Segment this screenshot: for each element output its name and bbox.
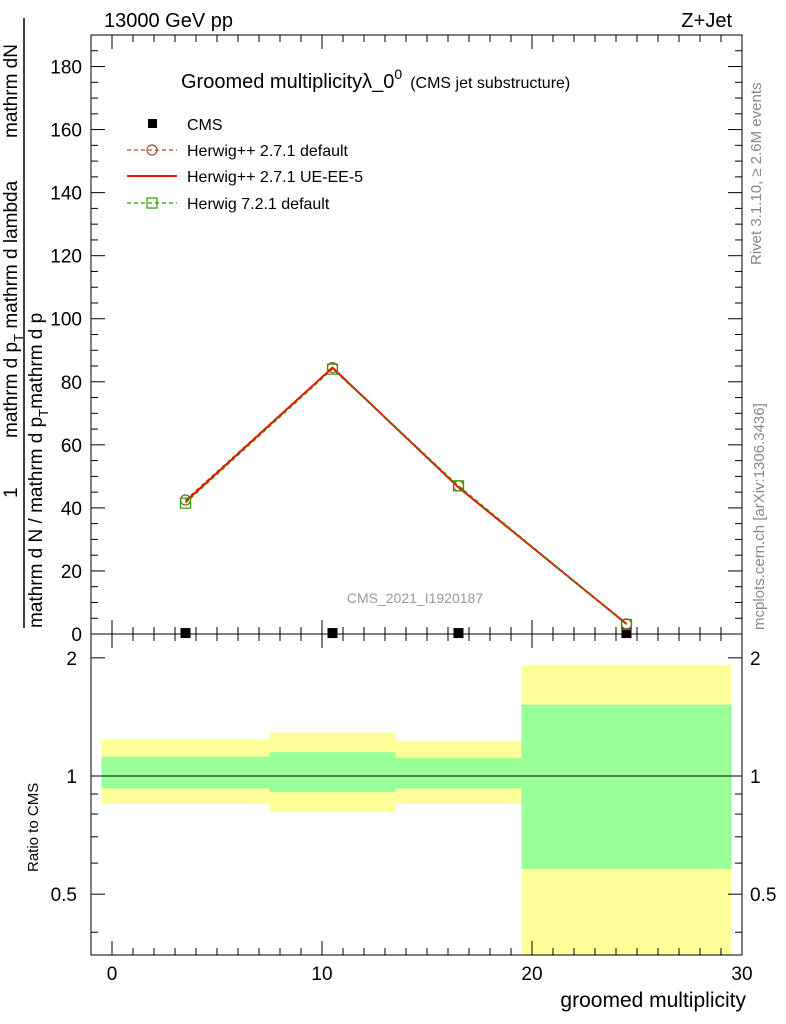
ratio-y-tick-label-right: 2 [750, 649, 761, 670]
x-tick-label: 30 [731, 964, 752, 985]
y-label-den-b: mathrm d p [26, 313, 47, 409]
analysis-id: CMS_2021_I1920187 [347, 590, 483, 606]
y-tick-label: 120 [50, 247, 82, 268]
x-tick-label: 0 [107, 964, 118, 985]
legend-label-herwigpp-ueee5: Herwig++ 2.7.1 UE-EE-5 [187, 169, 363, 186]
series-line-1 [185, 366, 627, 625]
y-label-numerator-top: mathrm dN [1, 44, 22, 138]
y-label-num-sub: T [11, 334, 26, 342]
ratio-y-tick-label-right: 0.5 [750, 885, 776, 906]
ratio-band-green [269, 752, 396, 793]
ratio-band-green [395, 758, 522, 789]
legend-label-cms: CMS [187, 117, 223, 134]
data-point-cms [621, 628, 632, 639]
y-tick-label: 20 [61, 562, 82, 583]
data-point-cms [327, 628, 338, 639]
main-axis-ticks [90, 34, 743, 635]
ratio-axis-ticks [90, 634, 743, 955]
data-point-herwig7 [179, 497, 192, 509]
legend-marker-herwigpp-default [146, 144, 158, 156]
y-tick-label: 0 [71, 625, 82, 646]
header-process: Z+Jet [681, 10, 732, 32]
legend-label-herwig7: Herwig 7.2.1 default [187, 196, 330, 213]
y-label-numerator: mathrm d pT mathrm d lambda [1, 180, 26, 438]
y-label-denominator: mathrm d N / mathrm d pTmathrm d p [26, 313, 51, 628]
y-tick-label: 80 [61, 373, 82, 394]
legend-marker-cms [148, 119, 157, 128]
ratio-y-tick-labels: 0.5 0.5 1 1 2 2 [51, 649, 777, 906]
legend-label-herwigpp-default: Herwig++ 2.7.1 default [187, 143, 349, 160]
x-tick-label: 20 [521, 964, 542, 985]
y-tick-label: 140 [50, 184, 82, 205]
data-point-herwig7 [326, 363, 339, 375]
y-label-one: 1 [1, 487, 22, 498]
rivet-version: Rivet 3.1.10, ≥ 2.6M events [748, 83, 765, 266]
chart-title-main: Groomed multiplicityλ_0 [181, 71, 394, 93]
ratio-x-tick-labels: 0 10 20 30 [107, 964, 753, 985]
legend-marker-herwig7 [146, 197, 158, 209]
ratio-y-tick-label: 0.5 [51, 885, 77, 906]
ratio-bands [101, 664, 732, 955]
series-line-3 [185, 368, 627, 626]
y-tick-label: 160 [50, 121, 82, 142]
x-tick-label: 10 [311, 964, 332, 985]
y-tick-label: 60 [61, 436, 82, 457]
chart-title: Groomed multiplicityλ_00 (CMS jet substru… [181, 66, 570, 93]
legend: CMS Herwig++ 2.7.1 default Herwig++ 2.7.… [127, 117, 363, 213]
ratio-band-green [521, 704, 732, 869]
ratio-y-tick-label: 2 [66, 649, 77, 670]
ratio-plot-frame [90, 633, 743, 956]
ratio-y-label: Ratio to CMS [25, 783, 42, 872]
y-tick-label: 40 [61, 499, 82, 520]
data-point-herwig7 [620, 618, 633, 631]
mcplots-credit: mcplots.cern.ch [arXiv:1306.3436] [751, 403, 768, 630]
y-label-num-tail: mathrm d lambda [1, 180, 22, 334]
x-axis-label: groomed multiplicity [560, 989, 746, 1012]
y-label-den-a: mathrm d N / mathrm d p [26, 417, 47, 628]
main-y-tick-labels: 0 20 40 60 80 100 120 140 160 180 [50, 58, 82, 646]
chart-title-sup: 0 [394, 66, 402, 82]
y-label-num-pre: mathrm d p [1, 342, 22, 438]
chart-subtitle: (CMS jet substructure) [410, 75, 570, 92]
ratio-y-tick-label: 1 [66, 767, 77, 788]
data-point-herwig7 [452, 480, 465, 492]
series-line-2 [184, 366, 628, 625]
data-point-cms [453, 628, 464, 639]
y-tick-label: 180 [50, 58, 82, 79]
ratio-y-tick-label-right: 1 [750, 767, 761, 788]
y-tick-label: 100 [50, 310, 82, 331]
header-energy: 13000 GeV pp [104, 10, 233, 32]
main-y-label: mathrm d N / mathrm d pTmathrm d p mathr… [1, 18, 51, 628]
y-label-den-sub: T [36, 409, 51, 417]
ratio-band-green [101, 756, 270, 789]
data-point-cms [180, 628, 191, 639]
main-data [179, 362, 633, 639]
